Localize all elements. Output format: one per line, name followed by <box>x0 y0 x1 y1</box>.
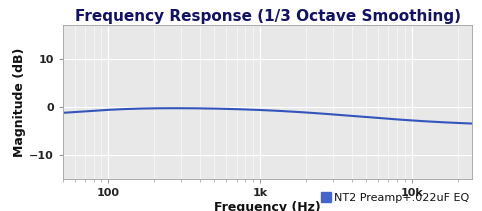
Y-axis label: Magnitude (dB): Magnitude (dB) <box>13 47 26 157</box>
X-axis label: Frequency (Hz): Frequency (Hz) <box>214 201 321 211</box>
Legend: NT2 Preamp+.022uF EQ: NT2 Preamp+.022uF EQ <box>322 193 469 203</box>
Title: Frequency Response (1/3 Octave Smoothing): Frequency Response (1/3 Octave Smoothing… <box>75 9 460 24</box>
